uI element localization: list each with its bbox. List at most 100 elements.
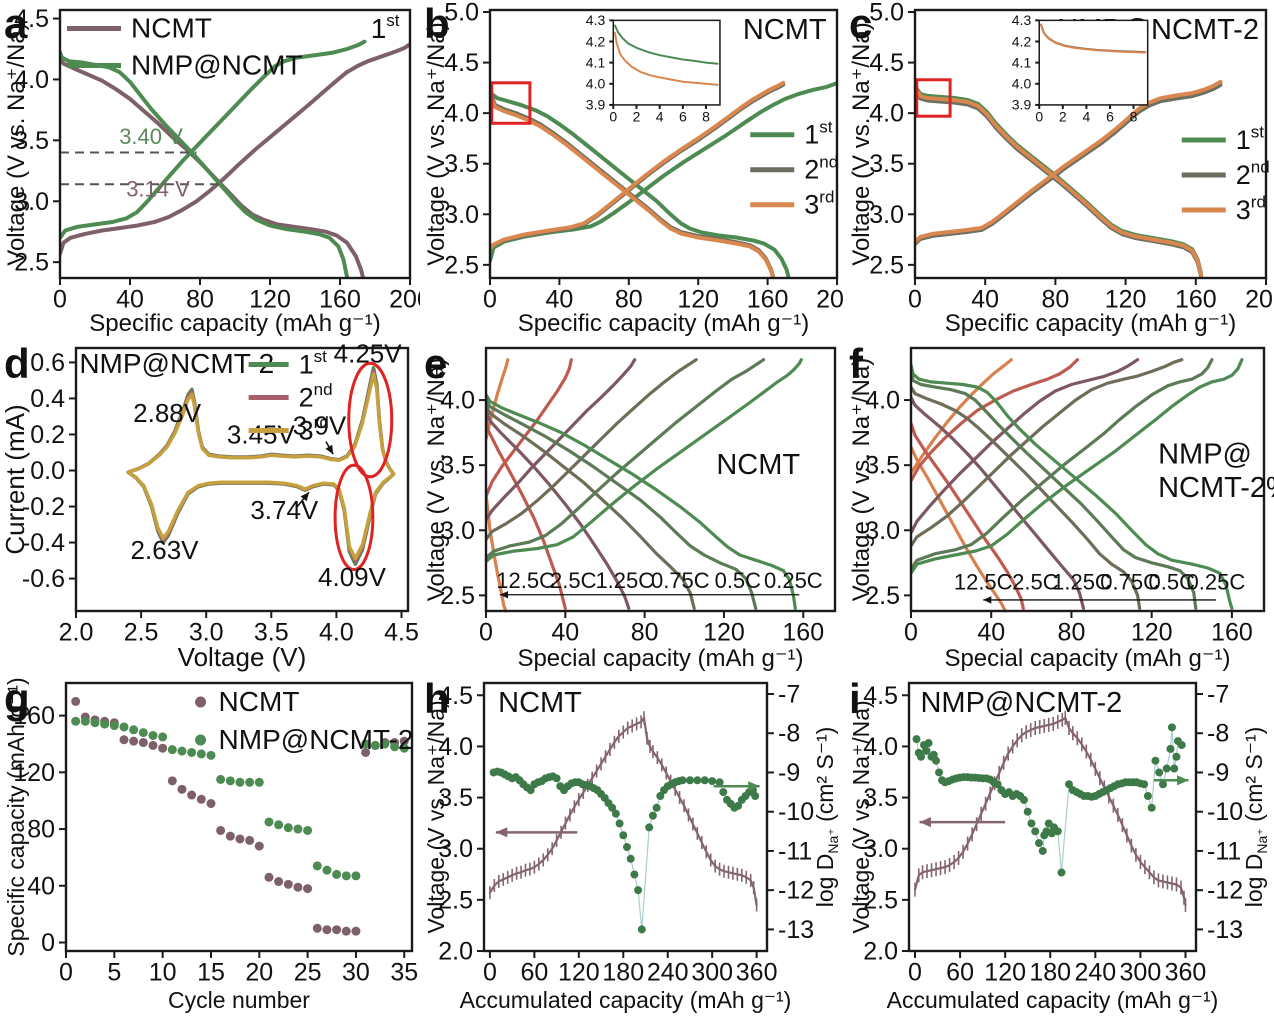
- panel-a-chart: 0 40 80 120 160 200 2.5 3.0 3.5 4.0 4.5 Specific ca…: [3, 0, 420, 337]
- svg-text:-8: -8: [1207, 720, 1229, 748]
- svg-text:360: 360: [736, 959, 778, 987]
- svg-text:3rd: 3rd: [804, 187, 834, 219]
- panel-f-chart: 0 40 80 120 160 2.5 3.0 3.5 4.0 Special capacity …: [848, 340, 1274, 672]
- svg-text:40: 40: [27, 872, 55, 900]
- svg-text:Voltage (V): Voltage (V): [178, 642, 307, 672]
- svg-text:Specific capacity (mAh g⁻¹): Specific capacity (mAh g⁻¹): [3, 677, 29, 956]
- svg-text:g: g: [4, 675, 30, 722]
- svg-text:0.0: 0.0: [30, 457, 65, 485]
- svg-text:NCMT: NCMT: [498, 687, 582, 719]
- svg-text:3rd: 3rd: [1236, 193, 1266, 225]
- svg-text:4.0: 4.0: [319, 619, 354, 647]
- svg-text:Voltage (V vs. Na⁺/Na): Voltage (V vs. Na⁺/Na): [848, 358, 875, 601]
- svg-text:-12: -12: [778, 877, 814, 905]
- svg-text:40: 40: [977, 619, 1005, 647]
- svg-text:4.09V: 4.09V: [318, 562, 387, 592]
- svg-text:20: 20: [245, 959, 273, 987]
- svg-text:2: 2: [1059, 109, 1067, 125]
- svg-text:-8: -8: [778, 720, 800, 748]
- svg-text:4.0: 4.0: [869, 100, 904, 128]
- svg-text:1st: 1st: [804, 117, 833, 149]
- svg-text:300: 300: [1120, 959, 1162, 987]
- svg-text:4.0: 4.0: [586, 76, 606, 92]
- svg-text:300: 300: [691, 959, 733, 987]
- svg-text:1.25C: 1.25C: [595, 568, 654, 593]
- svg-text:120: 120: [1105, 286, 1147, 314]
- svg-text:120: 120: [558, 959, 600, 987]
- svg-text:2.5: 2.5: [865, 582, 900, 610]
- svg-text:0: 0: [479, 619, 493, 647]
- svg-text:d: d: [4, 340, 30, 387]
- svg-text:10: 10: [149, 959, 177, 987]
- svg-text:NCMT: NCMT: [219, 686, 300, 717]
- svg-text:3.9: 3.9: [586, 97, 606, 113]
- svg-text:3.9: 3.9: [1012, 97, 1032, 113]
- svg-text:3.45V: 3.45V: [227, 419, 296, 449]
- svg-text:NCMT-2%: NCMT-2%: [1158, 472, 1274, 504]
- svg-text:Voltage (V vs. Na⁺/Na): Voltage (V vs. Na⁺/Na): [848, 700, 874, 933]
- svg-text:240: 240: [647, 959, 689, 987]
- svg-text:2.0: 2.0: [59, 619, 94, 647]
- svg-text:3.5: 3.5: [254, 619, 289, 647]
- svg-text:3rd: 3rd: [299, 413, 329, 445]
- svg-text:40: 40: [116, 286, 144, 314]
- svg-text:2.0: 2.0: [438, 938, 473, 966]
- svg-text:160: 160: [13, 702, 55, 730]
- svg-text:0.4: 0.4: [30, 385, 65, 413]
- svg-text:Voltage (V vs. Na⁺/Na): Voltage (V vs. Na⁺/Na): [848, 22, 875, 265]
- svg-text:120: 120: [677, 286, 719, 314]
- svg-text:2.5: 2.5: [440, 582, 475, 610]
- svg-text:NMP@NCMT-2: NMP@NCMT-2: [920, 687, 1122, 719]
- pan el-e-chart: 0 40 80 120 160 2.5 3.0 3.5 4.0 Special capacity …: [423, 340, 837, 672]
- svg-text:2nd: 2nd: [1236, 158, 1270, 190]
- svg-text:5.0: 5.0: [444, 0, 479, 27]
- svg-text:-0.2: -0.2: [22, 493, 65, 521]
- svg-text:NCMT: NCMT: [716, 449, 800, 481]
- svg-text:2.63V: 2.63V: [131, 535, 200, 565]
- svg-text:4.2: 4.2: [586, 33, 606, 49]
- svg-text:120: 120: [703, 619, 745, 647]
- svg-text:8: 8: [1130, 109, 1138, 125]
- svg-text:NCMT: NCMT: [131, 13, 212, 44]
- panel-h-chart: 0 60 120 180 240 300 360 2.0 2.5 3.0 3.5 4.0 4.5 -7 -8…: [423, 675, 841, 1013]
- svg-text:4.0: 4.0: [865, 387, 900, 415]
- svg-text:200: 200: [1245, 286, 1274, 314]
- svg-text:60: 60: [946, 959, 974, 987]
- svg-text:b: b: [424, 0, 450, 47]
- svg-text:3.74V: 3.74V: [250, 495, 319, 525]
- svg-text:2: 2: [633, 109, 641, 125]
- svg-text:0: 0: [59, 959, 73, 987]
- svg-text:Special capacity (mAh g⁻¹): Special capacity (mAh g⁻¹): [517, 645, 803, 672]
- svg-text:Voltage (V vs. Na⁺/Na): Voltage (V vs. Na⁺/Na): [3, 22, 30, 265]
- svg-text:4.5: 4.5: [863, 682, 898, 710]
- svg-text:40: 40: [545, 286, 573, 314]
- svg-text:3.14 V: 3.14 V: [126, 176, 190, 201]
- svg-text:0.2: 0.2: [30, 421, 65, 449]
- svg-text:1st: 1st: [1236, 123, 1265, 155]
- svg-text:log DNa⁺ (cm² S⁻¹): log DNa⁺ (cm² S⁻¹): [812, 727, 841, 908]
- svg-text:2.5: 2.5: [438, 886, 473, 914]
- svg-text:80: 80: [27, 816, 55, 844]
- svg-text:-10: -10: [778, 798, 814, 826]
- svg-text:0: 0: [1035, 109, 1043, 125]
- svg-text:4.0: 4.0: [1012, 76, 1032, 92]
- svg-text:6: 6: [1106, 109, 1114, 125]
- svg-text:2.88V: 2.88V: [133, 398, 202, 428]
- svg-text:4.2: 4.2: [1012, 33, 1032, 49]
- svg-text:Voltage (V vs. Na⁺/Na): Voltage (V vs. Na⁺/Na): [423, 22, 450, 265]
- svg-text:-11: -11: [778, 837, 812, 865]
- svg-text:4.25V: 4.25V: [334, 340, 403, 368]
- svg-text:160: 160: [319, 286, 361, 314]
- panel-b-chart: 040801201602002.53.03.54.04.55.0Specific…: [423, 0, 845, 337]
- svg-text:3.0: 3.0: [14, 188, 49, 216]
- svg-text:e: e: [424, 340, 447, 387]
- svg-text:Voltage (V vs. Na⁺/Na): Voltage (V vs. Na⁺/Na): [423, 700, 449, 933]
- svg-text:-13: -13: [778, 916, 814, 944]
- svg-text:0.5C: 0.5C: [1148, 570, 1195, 595]
- svg-text:3.5: 3.5: [863, 784, 898, 812]
- svg-text:3.0: 3.0: [869, 201, 904, 229]
- svg-text:-13: -13: [1207, 916, 1243, 944]
- svg-text:0: 0: [483, 959, 497, 987]
- svg-text:3.5: 3.5: [440, 452, 475, 480]
